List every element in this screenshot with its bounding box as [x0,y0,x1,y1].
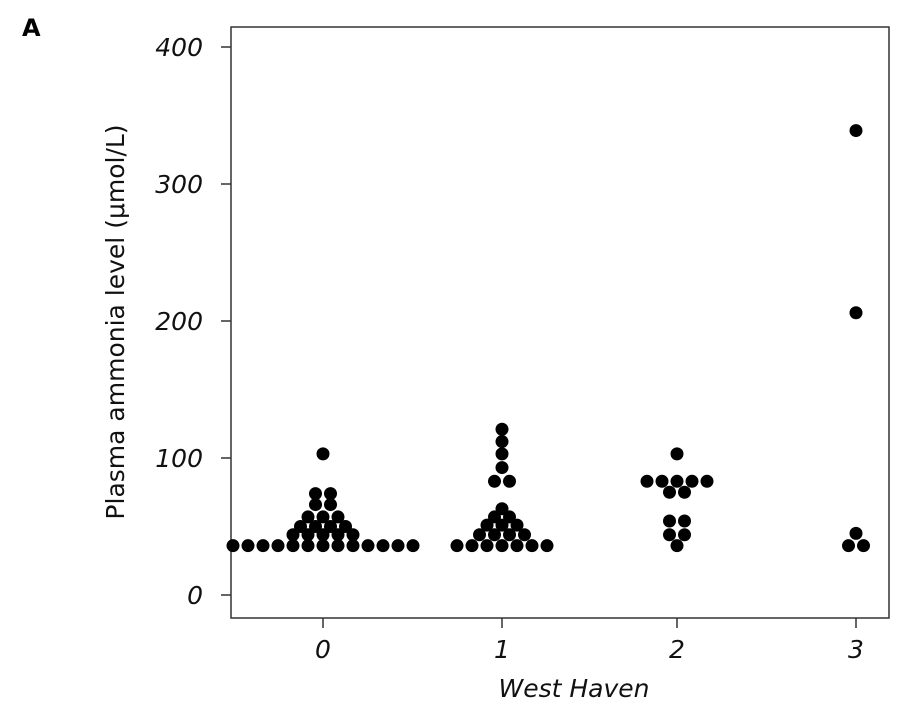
data-point [294,520,307,533]
data-point [495,502,509,516]
y-tick-label: 300 [155,170,203,199]
data-point [678,514,691,528]
data-point [346,539,360,553]
data-point [495,422,509,436]
data-point [301,510,315,524]
data-point [678,485,691,499]
data-point [495,435,509,449]
data-point [663,485,676,499]
data-point [678,528,691,542]
data-point [503,510,516,524]
data-point [346,528,360,542]
data-point [309,520,322,533]
data-point [226,539,240,553]
data-point [495,539,509,553]
data-point [849,124,863,138]
y-axis-title: Plasma ammonia level (μmol/L) [101,124,130,519]
data-point [286,528,300,542]
data-point [495,518,509,532]
data-point [670,474,684,488]
data-point [339,520,352,533]
data-point [640,474,654,488]
data-point [488,474,501,488]
data-point [324,520,337,533]
data-point [376,539,390,553]
data-point [700,474,714,488]
data-point [663,528,676,542]
data-point [488,510,501,524]
data-point [271,539,285,553]
data-point [510,518,524,532]
data-point [316,539,330,553]
y-axis: 0 100 200 300 400 [155,33,231,610]
data-point [286,539,300,553]
data-point [849,526,863,540]
data-point [518,528,531,542]
data-point [663,514,676,528]
data-point [406,539,420,553]
data-point [480,539,494,553]
data-point [324,487,337,501]
data-point [685,474,699,488]
data-point [309,487,322,501]
data-point [540,539,554,553]
y-tick-label: 100 [155,444,203,473]
x-tick-label: 1 [494,635,510,664]
data-point [857,539,870,553]
y-tick-label: 400 [155,33,203,62]
x-tick-label: 0 [315,635,331,664]
panel-label: A [22,14,41,42]
data-point [241,539,255,553]
y-tick-label: 0 [187,581,203,610]
data-points [226,124,870,553]
data-point [331,528,345,542]
data-point [316,447,330,461]
data-point [473,528,486,542]
data-point [316,528,330,542]
data-point [331,510,345,524]
plot-frame [230,26,890,619]
data-point [525,539,539,553]
data-point [495,447,509,461]
x-tick-label: 3 [848,635,864,664]
data-point [465,539,479,553]
data-point [480,518,494,532]
data-point [510,539,524,553]
data-point [301,539,315,553]
data-point [655,474,669,488]
data-point [256,539,270,553]
data-point [316,510,330,524]
y-tick-label: 200 [155,307,203,336]
data-point [391,539,405,553]
data-point [331,539,345,553]
x-tick-label: 2 [669,635,685,664]
data-point [495,461,509,475]
data-point [503,528,516,542]
data-point [324,498,337,512]
data-point [309,498,322,512]
data-point [670,539,684,553]
data-point [488,528,501,542]
x-axis: 0 1 2 3 [315,618,864,664]
data-point [842,539,855,553]
x-axis-title: West Haven [498,674,649,703]
data-point [301,528,315,542]
data-point [361,539,375,553]
data-point [849,306,863,320]
data-point [670,447,684,461]
data-point [450,539,464,553]
data-point [503,474,516,488]
